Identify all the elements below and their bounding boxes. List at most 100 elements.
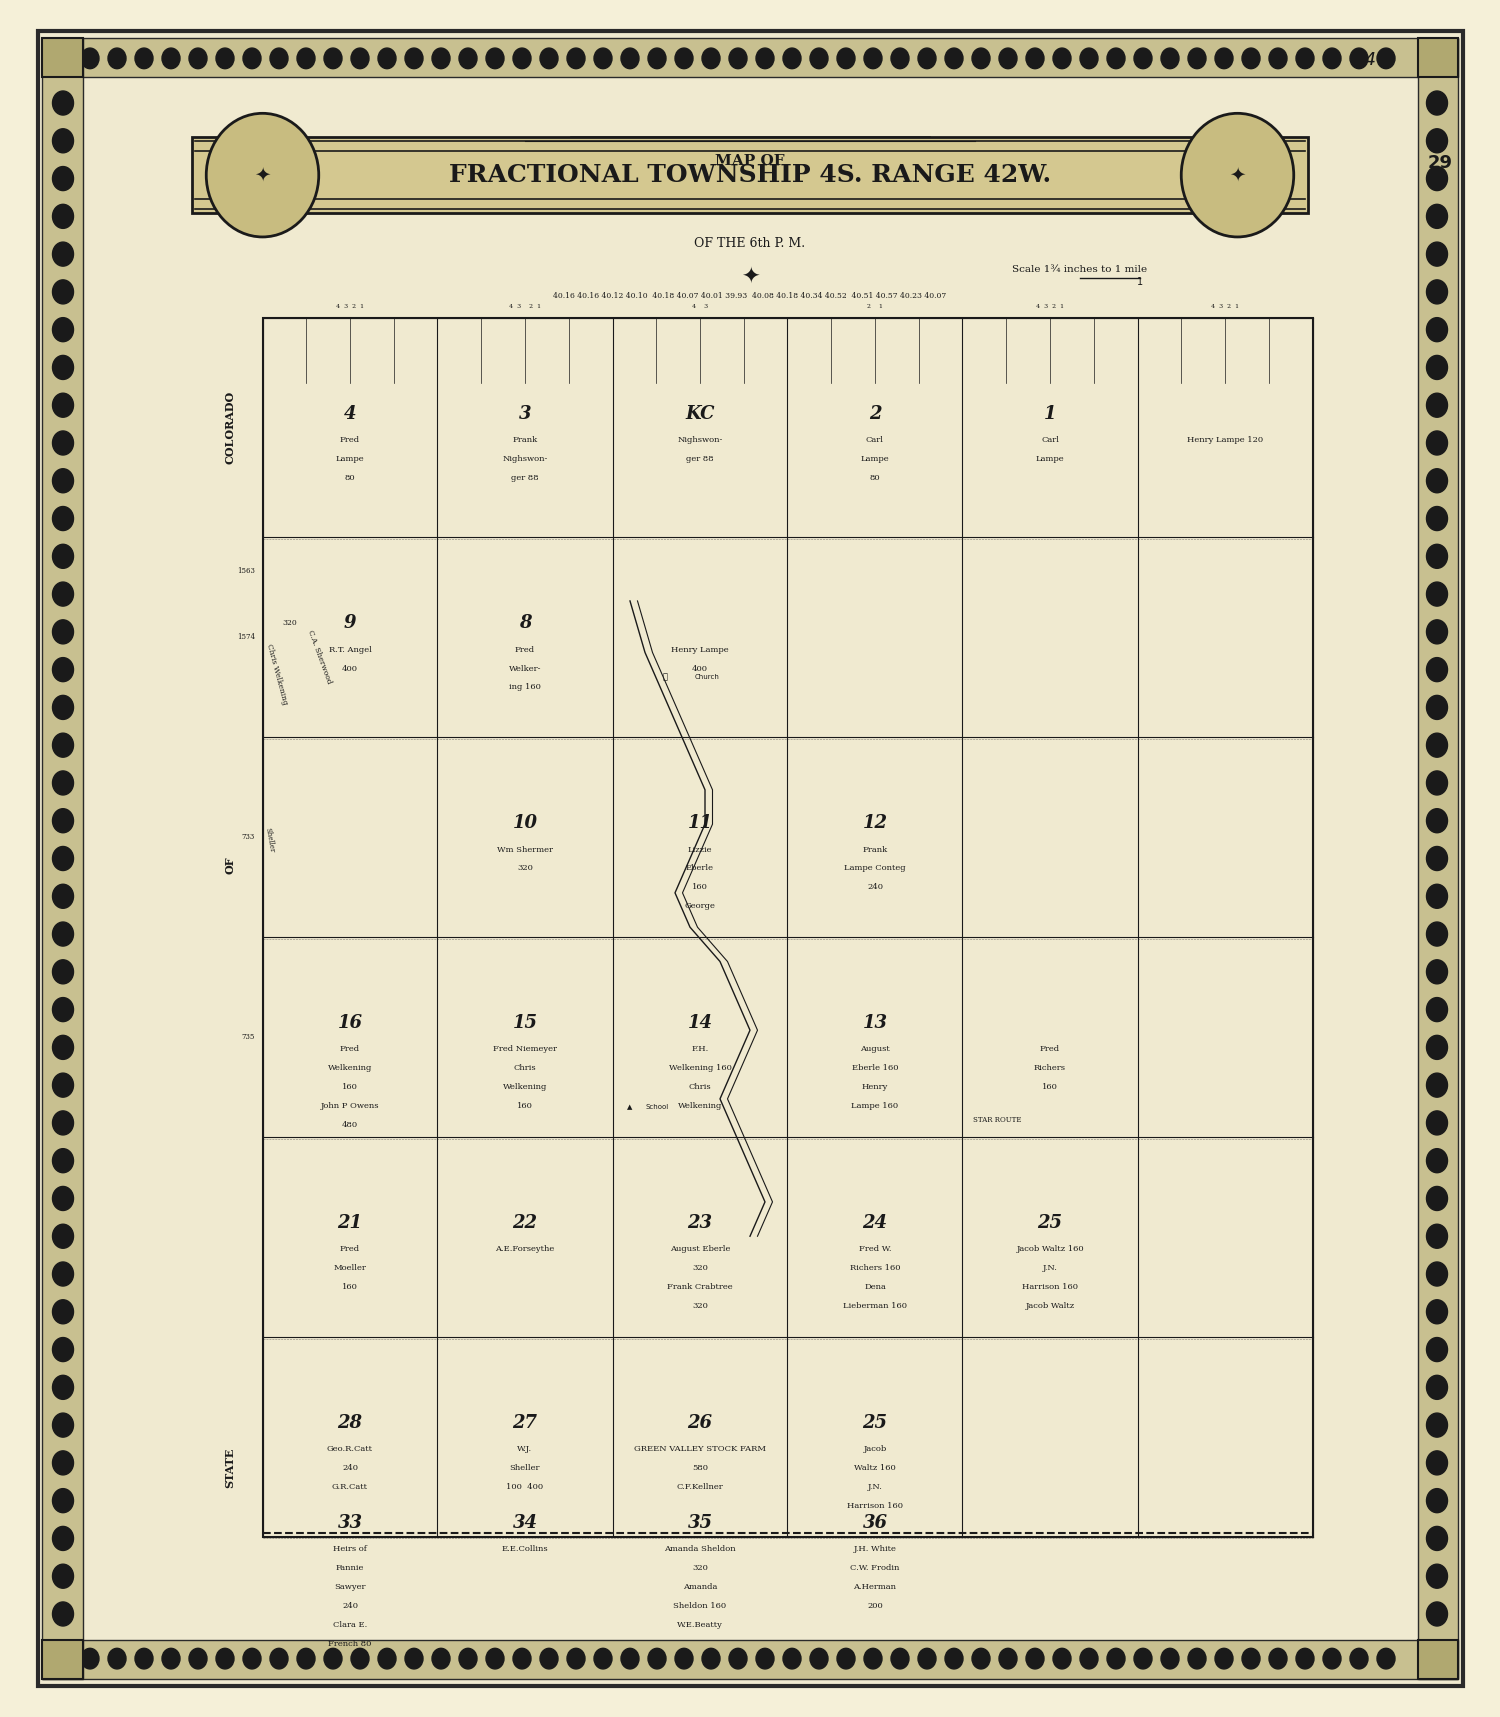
Text: Frank Crabtree: Frank Crabtree — [668, 1283, 734, 1291]
Text: 2: 2 — [868, 405, 880, 422]
Text: 15: 15 — [513, 1015, 537, 1032]
Circle shape — [351, 1648, 369, 1669]
Circle shape — [324, 1648, 342, 1669]
Text: Church: Church — [694, 675, 720, 680]
Circle shape — [1426, 1111, 1448, 1135]
Text: 4: 4 — [344, 405, 355, 422]
Text: 320: 320 — [692, 1264, 708, 1272]
Circle shape — [729, 1648, 747, 1669]
Circle shape — [1426, 733, 1448, 757]
Text: C.F.Kellner: C.F.Kellner — [676, 1483, 723, 1490]
Text: Lampe Conteg: Lampe Conteg — [844, 864, 906, 872]
Bar — [42, 1640, 1458, 1679]
Circle shape — [53, 620, 74, 644]
Circle shape — [513, 1648, 531, 1669]
Circle shape — [864, 48, 882, 69]
Text: Sheller: Sheller — [264, 828, 276, 853]
Circle shape — [1426, 658, 1448, 682]
Circle shape — [729, 48, 747, 69]
Circle shape — [1107, 48, 1125, 69]
Text: ✦: ✦ — [741, 268, 759, 288]
Text: Dena: Dena — [864, 1283, 886, 1291]
Circle shape — [945, 48, 963, 69]
Circle shape — [162, 1648, 180, 1669]
Circle shape — [1426, 431, 1448, 455]
Text: ing 160: ing 160 — [509, 683, 542, 692]
Text: Clara E.: Clara E. — [333, 1621, 368, 1629]
Circle shape — [1426, 1300, 1448, 1324]
Circle shape — [53, 1564, 74, 1588]
Circle shape — [53, 544, 74, 568]
Text: Henry: Henry — [862, 1083, 888, 1092]
Circle shape — [1426, 771, 1448, 795]
Circle shape — [1426, 129, 1448, 153]
Circle shape — [459, 48, 477, 69]
Circle shape — [378, 1648, 396, 1669]
Text: Fannie: Fannie — [336, 1564, 364, 1573]
Circle shape — [53, 1073, 74, 1097]
Circle shape — [53, 1186, 74, 1210]
Text: 11: 11 — [687, 814, 712, 833]
Text: 400: 400 — [692, 664, 708, 673]
Circle shape — [351, 48, 369, 69]
Text: ✦: ✦ — [1230, 165, 1245, 185]
Bar — [42, 38, 82, 1679]
Text: Chris Welkening: Chris Welkening — [266, 644, 290, 706]
Text: 160: 160 — [342, 1283, 358, 1291]
Circle shape — [378, 48, 396, 69]
Text: 14: 14 — [687, 1015, 712, 1032]
Circle shape — [1426, 242, 1448, 266]
Circle shape — [1426, 998, 1448, 1022]
Circle shape — [53, 922, 74, 946]
Text: OF THE 6th P. M.: OF THE 6th P. M. — [694, 237, 806, 251]
Text: J.N.: J.N. — [1042, 1264, 1058, 1272]
Text: KC: KC — [686, 405, 714, 422]
Circle shape — [1426, 1224, 1448, 1248]
Circle shape — [53, 846, 74, 871]
Circle shape — [53, 507, 74, 531]
Text: Heirs of: Heirs of — [333, 1545, 368, 1554]
Circle shape — [53, 280, 74, 304]
Text: W.J.: W.J. — [518, 1446, 532, 1453]
Circle shape — [1161, 1648, 1179, 1669]
Circle shape — [53, 582, 74, 606]
FancyBboxPatch shape — [38, 31, 1462, 1686]
Text: 13: 13 — [862, 1015, 888, 1032]
Circle shape — [1269, 48, 1287, 69]
Circle shape — [53, 91, 74, 115]
Text: C.A. Sherwood: C.A. Sherwood — [306, 630, 333, 685]
Circle shape — [1296, 1648, 1314, 1669]
Bar — [42, 38, 1458, 77]
Ellipse shape — [1182, 113, 1293, 237]
Text: 29: 29 — [1428, 155, 1452, 172]
Text: Fred: Fred — [340, 436, 360, 445]
Circle shape — [594, 1648, 612, 1669]
Circle shape — [1323, 48, 1341, 69]
Circle shape — [53, 809, 74, 833]
Circle shape — [621, 1648, 639, 1669]
Text: COLORADO: COLORADO — [224, 391, 236, 464]
Text: 21: 21 — [338, 1214, 363, 1233]
Text: 733: 733 — [242, 833, 255, 841]
Text: Sheldon 160: Sheldon 160 — [674, 1602, 726, 1611]
Circle shape — [675, 1648, 693, 1669]
Circle shape — [1426, 393, 1448, 417]
Circle shape — [1426, 544, 1448, 568]
Text: George: George — [684, 901, 716, 910]
Text: Lieberman 160: Lieberman 160 — [843, 1301, 908, 1310]
Text: Fred: Fred — [514, 646, 535, 654]
Circle shape — [53, 167, 74, 191]
Circle shape — [1426, 922, 1448, 946]
Circle shape — [810, 48, 828, 69]
Text: 24: 24 — [862, 1214, 888, 1233]
Circle shape — [1426, 1149, 1448, 1173]
Text: John P Owens: John P Owens — [321, 1102, 380, 1111]
Text: Chris: Chris — [513, 1065, 537, 1073]
Text: Wm Shermer: Wm Shermer — [496, 845, 554, 853]
Text: 160: 160 — [518, 1102, 532, 1111]
Text: Richers: Richers — [1034, 1065, 1066, 1073]
Circle shape — [53, 129, 74, 153]
Circle shape — [918, 1648, 936, 1669]
Circle shape — [1350, 1648, 1368, 1669]
Circle shape — [1426, 1564, 1448, 1588]
